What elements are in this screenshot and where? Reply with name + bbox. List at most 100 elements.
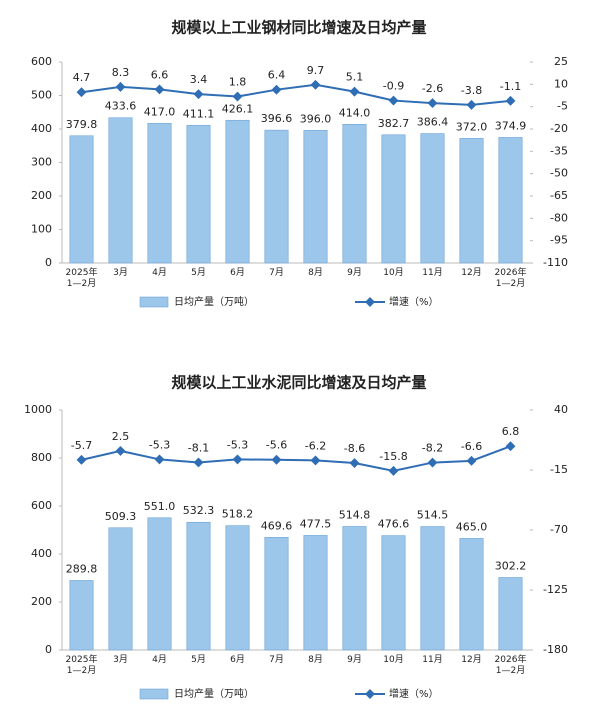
bar (459, 538, 484, 651)
line-point (349, 458, 360, 468)
y-tick-label: 200 (31, 595, 52, 608)
y-tick-label: 500 (31, 89, 52, 102)
point-value-label: 9.7 (307, 64, 325, 77)
bar (342, 526, 367, 651)
y-tick-label: 100 (31, 223, 52, 236)
chart-title: 规模以上工业水泥同比增速及日均产量 (171, 374, 426, 392)
bar (147, 517, 172, 651)
bar-value-label: 374.9 (495, 119, 527, 132)
point-value-label: -3.8 (461, 84, 482, 97)
bar-value-label: 372.0 (456, 120, 488, 133)
x-tick-label: 2025年 1—2月 (65, 655, 98, 676)
bar-value-label: 426.1 (222, 102, 254, 115)
point-value-label: -0.9 (383, 80, 404, 93)
line-point (388, 465, 399, 476)
line-point (232, 91, 243, 102)
y2-tick-label: -110 (543, 256, 568, 269)
line (81, 83, 511, 106)
legend-label: 增速（%） (389, 687, 439, 700)
bar (147, 123, 172, 264)
y2-tick-label: -5 (557, 100, 568, 113)
bar-value-label: 396.6 (261, 112, 293, 125)
y-tick-label: 300 (31, 156, 52, 169)
bar (69, 135, 94, 264)
bar-value-label: 518.2 (222, 508, 254, 521)
y-tick-label: 800 (31, 451, 52, 464)
x-tick-label: 3月 (113, 268, 128, 278)
line-point (76, 454, 87, 465)
y-tick-label: 0 (45, 256, 52, 269)
x-tick-label: 2026年 1—2月 (494, 655, 527, 676)
line-point (115, 81, 126, 92)
point-value-label: -6.6 (461, 440, 482, 453)
point-value-label: 8.3 (112, 66, 130, 79)
bar-value-label: 411.1 (183, 107, 215, 120)
y2-tick-label: -125 (543, 583, 568, 596)
point-value-label: -6.2 (305, 439, 326, 452)
line-point (193, 457, 204, 468)
legend-label: 日均产量（万吨） (174, 295, 254, 308)
bar (381, 535, 406, 651)
y2-tick-label: -50 (550, 167, 568, 180)
line-point (76, 87, 87, 98)
x-tick-label: 2025年 1—2月 (65, 268, 98, 289)
point-value-label: -5.3 (227, 438, 248, 451)
point-value-label: 2.5 (112, 430, 130, 443)
bar (303, 130, 328, 264)
bar-value-label: 532.3 (183, 504, 215, 517)
bar-value-label: 414.0 (339, 106, 371, 119)
point-value-label: 6.8 (502, 425, 520, 438)
x-tick-label: 7月 (269, 655, 284, 665)
point-value-label: -2.6 (422, 82, 443, 95)
x-tick-label: 10月 (383, 655, 404, 665)
bar (108, 117, 133, 264)
line (81, 445, 511, 472)
line-point (193, 89, 204, 100)
bar (108, 527, 133, 651)
bar (420, 526, 445, 651)
bar-value-label: 386.4 (417, 116, 449, 129)
y2-tick-label: -80 (550, 211, 568, 224)
x-tick-label: 6月 (230, 655, 245, 665)
y-tick-label: 600 (31, 55, 52, 68)
legend-label: 增速（%） (389, 295, 439, 308)
line-point (466, 455, 477, 466)
x-tick-label: 11月 (422, 268, 443, 278)
y-tick-label: 400 (31, 122, 52, 135)
point-value-label: 4.7 (73, 71, 91, 84)
bar (225, 525, 250, 651)
bar (498, 577, 523, 651)
x-tick-label: 4月 (152, 655, 167, 665)
point-value-label: -8.2 (422, 442, 443, 455)
y2-tick-label: -20 (550, 122, 568, 135)
y2-tick-label: -15 (550, 463, 568, 476)
x-tick-label: 9月 (347, 655, 362, 665)
bar-value-label: 514.5 (417, 509, 449, 522)
bar-value-label: 379.8 (66, 118, 98, 131)
y-tick-label: 400 (31, 547, 52, 560)
x-tick-label: 5月 (191, 268, 206, 278)
legend-swatch (139, 296, 169, 308)
y-tick-label: 200 (31, 189, 52, 202)
bar (303, 535, 328, 651)
chart-title: 规模以上工业钢材同比增速及日均产量 (171, 19, 426, 37)
line-point (232, 454, 243, 465)
bar-value-label: 433.6 (105, 100, 137, 113)
x-tick-label: 9月 (347, 268, 362, 278)
x-tick-label: 12月 (461, 655, 482, 665)
point-value-label: -8.6 (344, 442, 365, 455)
point-value-label: 1.8 (229, 76, 247, 89)
y2-tick-label: 10 (554, 77, 568, 90)
bar-value-label: 476.6 (378, 518, 410, 531)
point-value-label: -8.1 (188, 441, 209, 454)
bar-value-label: 289.8 (66, 562, 98, 575)
bar (186, 124, 211, 264)
point-value-label: -5.3 (149, 438, 170, 451)
point-value-label: 6.4 (268, 69, 286, 82)
bar (69, 580, 94, 651)
bar (420, 133, 445, 264)
line-point (154, 454, 165, 465)
point-value-label: 3.4 (190, 73, 208, 86)
